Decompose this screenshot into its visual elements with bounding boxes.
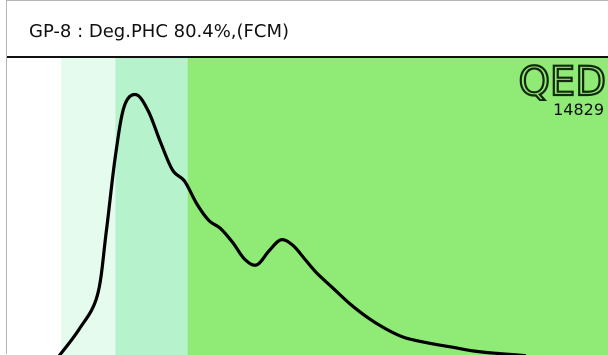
qed-logo-icon: QED bbox=[517, 61, 607, 101]
chart-title: GP-8 : Deg.PHC 80.4%,(FCM) bbox=[29, 21, 290, 42]
sample-id: 14829 bbox=[553, 100, 604, 119]
background-bands bbox=[7, 58, 608, 355]
qed-logo: QED bbox=[482, 61, 608, 101]
band-0 bbox=[7, 58, 62, 355]
chart-frame: GP-8 : Deg.PHC 80.4%,(FCM) QED 14829 bbox=[6, 0, 608, 355]
series-line bbox=[57, 92, 527, 355]
chart-svg bbox=[7, 58, 608, 355]
plot-area bbox=[7, 58, 608, 355]
band-3 bbox=[187, 58, 608, 355]
svg-text:QED: QED bbox=[518, 61, 606, 101]
title-bar: GP-8 : Deg.PHC 80.4%,(FCM) bbox=[7, 1, 608, 58]
band-1 bbox=[61, 58, 116, 355]
band-2 bbox=[115, 58, 188, 355]
